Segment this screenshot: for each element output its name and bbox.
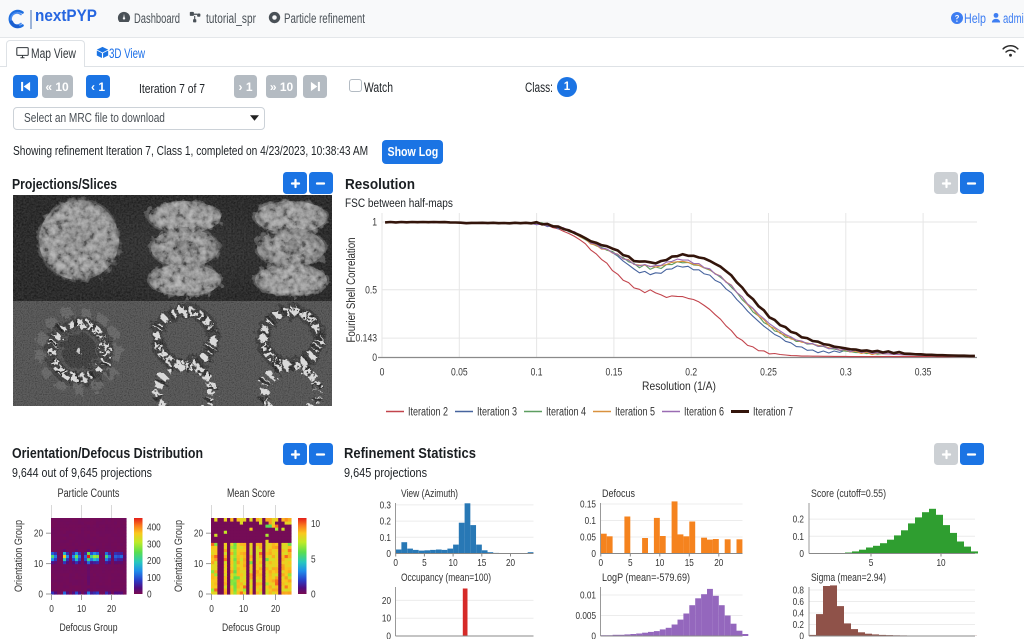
svg-text:20: 20 [271,603,280,615]
svg-text:0.3: 0.3 [380,499,392,511]
svg-text:0: 0 [311,589,316,601]
svg-text:Iteration 4: Iteration 4 [546,407,586,419]
svg-text:0.143: 0.143 [356,333,378,345]
svg-text:0: 0 [591,548,596,560]
svg-text:10: 10 [382,613,391,625]
svg-text:0: 0 [599,557,604,569]
svg-text:Fourier Shell Correlation: Fourier Shell Correlation [346,238,358,343]
svg-text:0.1: 0.1 [585,515,597,527]
svg-text:10: 10 [311,518,320,530]
svg-text:300: 300 [147,538,161,550]
svg-text:200: 200 [147,555,161,567]
svg-text:0.05: 0.05 [451,367,468,379]
svg-text:0.2: 0.2 [380,516,392,528]
svg-text:5: 5 [628,557,633,569]
svg-text:0.6: 0.6 [793,596,805,608]
svg-text:1: 1 [372,217,377,229]
svg-text:0.3: 0.3 [840,367,852,379]
svg-text:0.4: 0.4 [793,608,805,620]
svg-text:5: 5 [869,557,874,569]
svg-text:10: 10 [77,603,86,615]
svg-text:0.1: 0.1 [380,532,392,544]
svg-text:0.8: 0.8 [793,585,805,597]
svg-text:Iteration 6: Iteration 6 [684,407,724,419]
svg-text:20: 20 [714,557,723,569]
svg-text:0.5: 0.5 [365,284,377,296]
svg-text:10: 10 [239,603,248,615]
svg-text:Orientation Group: Orientation Group [13,520,25,592]
svg-text:10: 10 [936,557,945,569]
svg-text:10: 10 [34,558,43,570]
svg-text:20: 20 [382,595,391,607]
svg-text:0: 0 [380,367,385,379]
svg-text:0: 0 [49,603,54,615]
svg-text:0: 0 [386,548,391,560]
svg-text:20: 20 [506,557,515,569]
svg-text:Mean Score: Mean Score [227,488,275,500]
svg-text:Iteration 2: Iteration 2 [408,407,448,419]
svg-text:0: 0 [591,631,596,639]
svg-text:0.1: 0.1 [793,531,805,543]
svg-text:Defocus: Defocus [602,488,635,500]
svg-text:Iteration 3: Iteration 3 [477,407,517,419]
svg-text:0: 0 [198,589,203,601]
svg-text:20: 20 [34,528,43,540]
svg-text:5: 5 [422,557,427,569]
svg-text:0.15: 0.15 [580,499,596,511]
svg-text:Occupancy (mean=100): Occupancy (mean=100) [401,572,491,584]
svg-text:Sigma (mean=2.94): Sigma (mean=2.94) [811,572,886,584]
svg-text:0.25: 0.25 [760,367,777,379]
svg-text:0.1: 0.1 [531,367,543,379]
svg-text:0.2: 0.2 [793,514,805,526]
svg-text:0: 0 [147,589,152,601]
svg-text:100: 100 [147,572,161,584]
svg-text:View (Azimuth): View (Azimuth) [401,488,458,500]
svg-text:0.005: 0.005 [576,610,597,622]
svg-text:Score (cutoff=0.55): Score (cutoff=0.55) [811,488,886,500]
svg-text:0.2: 0.2 [685,367,697,379]
svg-text:Orientation Group: Orientation Group [173,520,185,592]
svg-text:0: 0 [393,557,398,569]
svg-text:0: 0 [372,352,377,364]
svg-text:0: 0 [386,631,391,639]
svg-text:Defocus Group: Defocus Group [60,622,118,634]
svg-text:LogP (mean=-579.69): LogP (mean=-579.69) [602,572,690,584]
svg-text:Defocus Group: Defocus Group [222,622,280,634]
svg-text:20: 20 [107,603,116,615]
svg-text:0.01: 0.01 [580,590,596,602]
svg-text:0.35: 0.35 [915,367,932,379]
svg-text:0.05: 0.05 [580,532,596,544]
svg-text:Particle Counts: Particle Counts [58,488,120,500]
svg-text:20: 20 [194,528,203,540]
svg-text:Resolution (1/A): Resolution (1/A) [642,379,716,393]
svg-text:0: 0 [209,603,214,615]
svg-text:Iteration 5: Iteration 5 [615,407,655,419]
svg-text:10: 10 [449,557,458,569]
svg-text:0: 0 [799,631,804,639]
svg-text:15: 15 [685,557,694,569]
svg-text:5: 5 [311,553,316,565]
svg-text:0.15: 0.15 [606,367,623,379]
svg-text:0: 0 [38,589,43,601]
svg-text:15: 15 [477,557,486,569]
svg-text:0.2: 0.2 [793,619,805,631]
svg-text:0: 0 [799,548,804,560]
svg-text:10: 10 [194,558,203,570]
svg-text:400: 400 [147,522,161,534]
svg-text:Iteration 7: Iteration 7 [753,407,793,419]
svg-text:10: 10 [655,557,664,569]
